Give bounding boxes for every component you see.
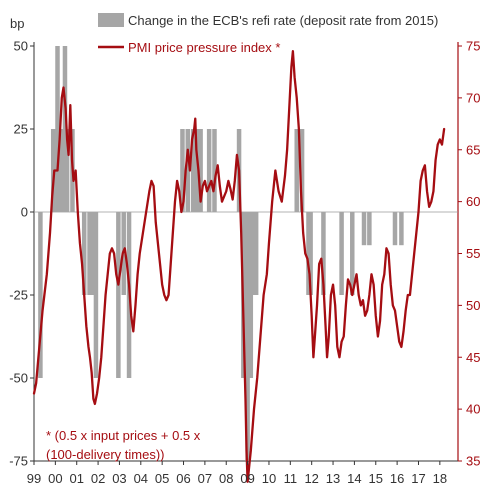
x-tick-label-7: 06 — [176, 471, 190, 486]
refi-change-bar-39 — [399, 212, 404, 246]
pmi-price-pressure-line — [32, 50, 446, 483]
legend-label-refi: Change in the ECB's refi rate (deposit r… — [128, 13, 438, 28]
x-tick-label-2: 01 — [69, 471, 83, 486]
right-tick-label-6: 45 — [466, 350, 480, 365]
refi-change-bar-37 — [367, 212, 372, 246]
refi-change-bar-15 — [180, 129, 185, 212]
refi-change-bar-34 — [339, 212, 344, 295]
refi-change-bar-11 — [93, 212, 99, 378]
refi-change-bar-6 — [64, 129, 70, 212]
legend-swatch-bar — [98, 13, 124, 27]
x-tick-label-19: 18 — [433, 471, 447, 486]
left-tick-label-5: -75 — [9, 454, 28, 469]
refi-change-bar-30 — [299, 129, 305, 212]
refi-change-bar-29 — [294, 129, 299, 212]
left-tick-label-4: -50 — [9, 371, 28, 386]
refi-change-bar-0 — [38, 212, 43, 378]
x-tick-label-11: 10 — [262, 471, 276, 486]
left-tick-label-2: 0 — [21, 205, 28, 220]
x-tick-label-1: 00 — [48, 471, 62, 486]
refi-change-bar-36 — [361, 212, 367, 246]
refi-change-bar-38 — [392, 212, 398, 246]
x-tick-label-8: 07 — [198, 471, 212, 486]
right-tick-label-1: 70 — [466, 90, 480, 105]
x-tick-label-4: 03 — [112, 471, 126, 486]
right-tick-label-5: 50 — [466, 298, 480, 313]
left-tick-label-0: 50 — [14, 39, 28, 54]
x-tick-label-9: 08 — [219, 471, 233, 486]
right-tick-label-8: 35 — [466, 454, 480, 469]
right-tick-label-0: 75 — [466, 39, 480, 54]
footnote-line-2: (100-delivery times)) — [46, 447, 164, 462]
refi-change-bar-12 — [116, 212, 121, 378]
refi-change-bar-3 — [57, 129, 62, 212]
right-tick-label-4: 55 — [466, 246, 480, 261]
refi-change-bar-18 — [194, 129, 199, 212]
left-tick-label-1: 25 — [14, 122, 28, 137]
refi-change-bar-32 — [308, 212, 313, 295]
refi-change-bar-8 — [81, 212, 87, 295]
legend-label-pmi: PMI price pressure index * — [128, 40, 280, 55]
right-tick-label-7: 40 — [466, 402, 480, 417]
x-tick-label-16: 15 — [369, 471, 383, 486]
x-tick-label-3: 02 — [91, 471, 105, 486]
x-tick-label-15: 14 — [347, 471, 361, 486]
refi-change-bar-35 — [350, 212, 355, 295]
refi-change-bar-21 — [212, 129, 217, 212]
left-axis-unit: bp — [10, 16, 24, 31]
x-tick-label-14: 13 — [326, 471, 340, 486]
refi-change-bar-33 — [321, 212, 326, 295]
refi-change-bar-28 — [253, 212, 259, 295]
x-tick-label-13: 12 — [304, 471, 318, 486]
footnote-line-1: * (0.5 x input prices + 0.5 x — [46, 428, 201, 443]
left-tick-label-3: -25 — [9, 288, 28, 303]
right-tick-label-2: 65 — [466, 142, 480, 157]
x-tick-label-18: 17 — [411, 471, 425, 486]
x-tick-label-12: 11 — [284, 471, 298, 486]
right-tick-label-3: 60 — [466, 194, 480, 209]
x-tick-label-5: 04 — [134, 471, 148, 486]
x-tick-label-10: 09 — [240, 471, 254, 486]
refi-change-bar-17 — [190, 129, 196, 212]
x-tick-label-6: 05 — [155, 471, 169, 486]
refi-change-bar-10 — [90, 212, 95, 295]
refi-change-bar-19 — [198, 129, 203, 212]
x-tick-label-17: 16 — [390, 471, 404, 486]
x-tick-label-0: 99 — [27, 471, 41, 486]
refi-change-bar-26 — [248, 212, 254, 378]
refi-change-bar-9 — [87, 212, 92, 295]
refi-change-bar-25 — [245, 212, 250, 461]
refi-change-bar-16 — [185, 129, 191, 212]
refi-change-bar-20 — [206, 129, 212, 212]
